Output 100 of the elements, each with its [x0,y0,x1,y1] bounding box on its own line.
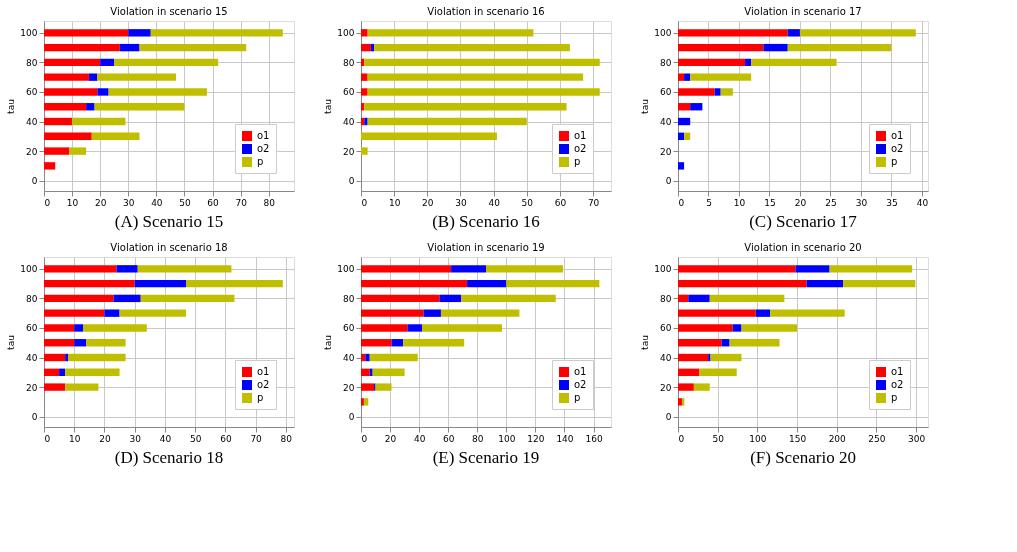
bar [690,103,703,111]
bar [44,117,73,126]
bar [678,309,756,317]
bar [372,368,405,376]
bar [693,383,710,391]
bar [506,279,600,288]
bar [69,147,87,155]
y-tick-label: 20 [660,382,672,393]
bar [44,309,105,317]
text: (E) Scenario 19 [432,448,540,467]
bar [678,43,764,52]
legend-label: o2 [257,379,270,390]
text: (A) Scenario 15 [114,212,224,231]
bar [104,309,120,317]
text: (B) Scenario 16 [432,212,540,231]
bar [65,368,120,376]
x-tick-label: 200 [828,433,847,444]
y-tick-label: 0 [348,176,355,187]
x-tick-label: 5 [706,197,712,208]
bar [128,29,151,37]
x-tick-label: 150 [788,433,807,444]
legend-label: p [574,156,581,167]
legend-label: o1 [891,366,904,377]
legend-label: o2 [257,143,270,154]
legend-label: o2 [574,379,587,390]
x-tick-label: 0 [678,197,685,208]
x-tick-label: 10 [388,197,401,208]
y-tick-label: 40 [26,353,38,364]
bar [678,132,685,140]
bar [829,265,913,273]
bar [119,43,140,52]
bar [88,73,98,81]
chart-title: Violation in scenario 18 [110,242,228,253]
y-tick-label: 40 [26,117,38,128]
bar [391,339,404,347]
y-tick-label: 80 [26,293,38,304]
y-axis-title: tau [323,335,334,350]
bar [361,368,370,376]
x-tick-label: 0 [361,197,368,208]
x-tick-label: 300 [908,433,926,444]
x-tick-label: 70 [235,197,248,208]
chart-title: Violation in scenario 19 [427,242,545,253]
y-axis-title: tau [640,335,651,350]
legend-label: o1 [574,366,587,377]
bar [365,353,370,362]
x-tick-label: 100 [749,433,767,444]
y-tick-label: 80 [660,57,672,68]
bar [150,29,283,37]
bar [678,162,685,170]
x-tick-label: 140 [556,433,574,444]
bar [361,29,368,37]
bar [44,279,135,288]
y-tick-label: 60 [343,87,355,98]
bar [710,353,742,362]
text: (D) Scenario 18 [114,448,224,467]
y-tick-label: 100 [654,264,672,275]
bar [44,368,60,376]
x-tick-label: 80 [263,197,276,208]
x-tick-label: 0 [44,433,51,444]
bar [369,353,418,362]
bar [83,324,147,332]
bar [729,339,780,347]
y-tick-label: 60 [26,323,38,334]
bar [684,132,691,140]
bar [361,147,368,155]
x-tick-label: 80 [472,433,484,444]
bar [486,265,564,273]
bar [367,88,600,96]
bar [361,88,368,96]
bar [439,294,462,303]
legend-label: p [891,156,898,167]
bar [678,29,788,37]
bar [787,29,800,37]
legend-label: o2 [891,143,904,154]
bar [86,339,126,347]
bar [369,368,373,376]
bar [678,383,694,391]
bar [108,88,207,96]
bar [361,309,424,317]
bar [44,43,120,52]
y-tick-label: 80 [343,293,355,304]
x-tick-label: 250 [868,433,886,444]
bar [137,265,232,273]
y-tick-label: 40 [343,353,355,364]
bar [678,279,807,288]
bar [374,43,570,52]
bar [678,117,691,126]
y-tick-label: 40 [660,117,672,128]
bar [72,117,126,126]
x-tick-label: 50 [179,197,191,208]
legend-label: o1 [574,130,587,141]
x-tick-label: 120 [527,433,545,444]
bar [763,43,788,52]
bar [440,309,520,317]
bar [59,368,66,376]
y-tick-label: 80 [26,57,38,68]
y-axis-title: tau [6,99,17,114]
bar [364,58,600,67]
bar [721,339,730,347]
bar [361,324,408,332]
